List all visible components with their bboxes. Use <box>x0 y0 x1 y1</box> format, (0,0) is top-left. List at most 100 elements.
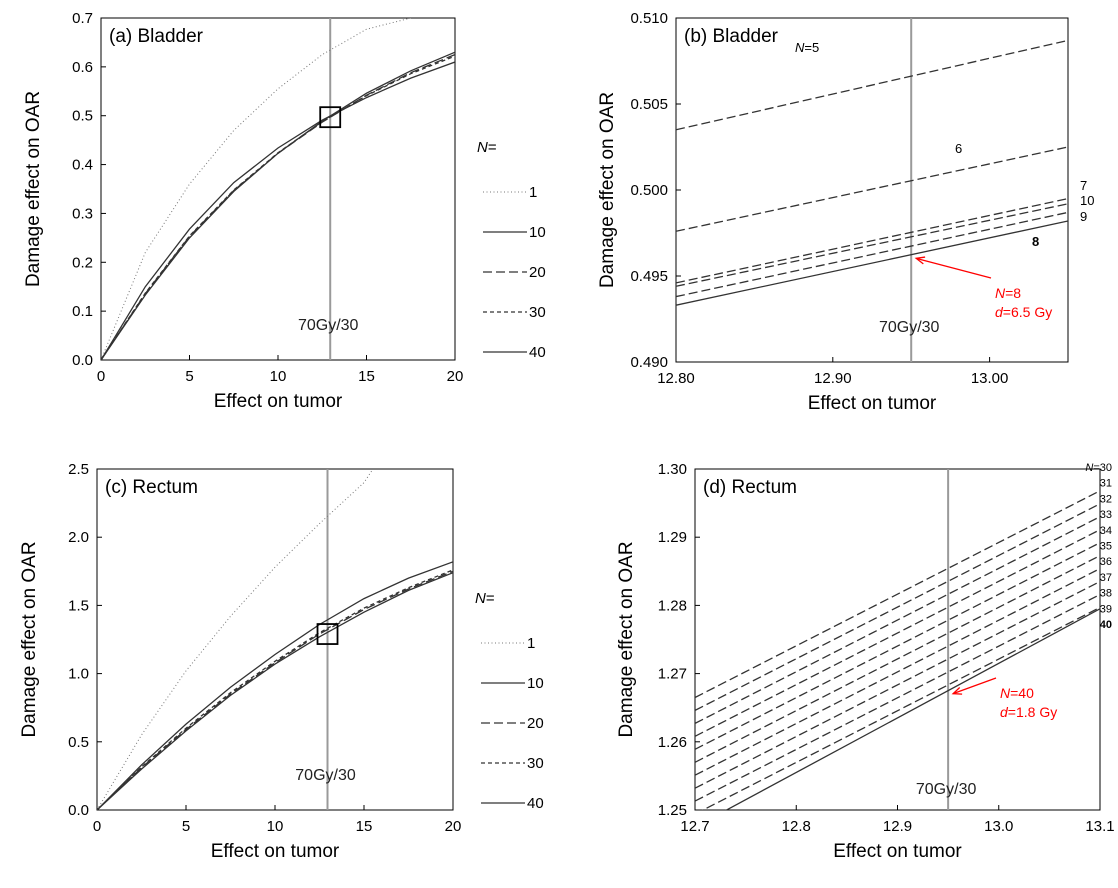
panel-title-c: (c) Rectum <box>105 477 198 498</box>
x-tick-label-d: 12.7 <box>680 818 709 835</box>
highlight-box-a <box>319 106 342 129</box>
series-label-d: 37 <box>1100 572 1112 584</box>
legend-title-a: N= <box>477 139 497 156</box>
series-line-c-0 <box>97 469 374 810</box>
series-label-d: 38 <box>1100 588 1112 600</box>
y-tick-label-b: 0.510 <box>630 10 668 27</box>
x-tick-label-d: 12.8 <box>782 818 811 835</box>
x-tick-label-a: 15 <box>358 368 375 385</box>
series-line-d-2 <box>695 516 1100 724</box>
panel-title-b: (b) Bladder <box>684 26 779 47</box>
x-axis-label-a: Effect on tumor <box>214 391 343 412</box>
series-line-d-9 <box>701 606 1100 810</box>
y-tick-label-c: 2.5 <box>68 461 89 478</box>
series-line-d-6 <box>695 568 1100 776</box>
y-axis-label-a: Damage effect on OAR <box>23 91 44 287</box>
y-tick-label-c: 2.0 <box>68 529 89 546</box>
annotation-arrowhead-d <box>951 687 963 695</box>
y-tick-label-c: 1.0 <box>68 666 89 683</box>
annotation-text-d: d=1.8 Gy <box>1000 704 1057 720</box>
legend-title-c: N= <box>475 590 495 607</box>
series-line-d-4 <box>695 542 1100 750</box>
x-tick-label-a: 0 <box>97 368 105 385</box>
x-tick-label-c: 20 <box>445 818 462 835</box>
highlight-box-c <box>316 623 339 645</box>
series-label-d: N=30 <box>1085 462 1112 474</box>
series-line-d-0 <box>695 490 1100 699</box>
series-label-d: 40 <box>1100 619 1112 631</box>
series-line-a-1 <box>101 61 455 360</box>
legend-label-c: 10 <box>527 675 544 692</box>
series-line-b-1 <box>676 146 1068 232</box>
series-line-a-4 <box>101 51 455 360</box>
series-label-d: 33 <box>1100 509 1112 521</box>
series-line-d-5 <box>695 555 1100 763</box>
x-tick-label-d: 12.9 <box>883 818 912 835</box>
y-tick-label-a: 0.3 <box>72 205 93 222</box>
y-tick-label-a: 0.0 <box>72 352 93 369</box>
x-tick-label-b: 12.90 <box>814 370 852 387</box>
annotation-arrow-b <box>916 257 992 279</box>
y-tick-label-b: 0.500 <box>630 182 668 199</box>
series-label-b: N=5 <box>795 40 819 55</box>
plot-frame-d <box>694 468 1101 811</box>
series-line-b-2 <box>676 197 1068 284</box>
x-tick-label-b: 12.80 <box>657 370 695 387</box>
y-tick-label-a: 0.4 <box>72 157 93 174</box>
x-tick-label-a: 20 <box>447 368 464 385</box>
series-label-b: 7 <box>1080 178 1087 193</box>
series-line-b-5 <box>676 220 1068 306</box>
series-line-c-1 <box>97 561 453 810</box>
x-tick-label-a: 5 <box>185 368 193 385</box>
y-tick-label-d: 1.27 <box>658 666 687 683</box>
y-tick-label-a: 0.2 <box>72 254 93 271</box>
y-tick-label-d: 1.29 <box>658 529 687 546</box>
y-tick-label-b: 0.495 <box>630 268 668 285</box>
legend-label-a: 20 <box>529 264 546 281</box>
reference-line-label-b: 70Gy/30 <box>879 319 940 336</box>
x-axis-label-c: Effect on tumor <box>211 841 340 862</box>
x-tick-label-c: 15 <box>356 818 373 835</box>
series-line-d-10 <box>725 608 1100 810</box>
panel-title-a: (a) Bladder <box>109 26 204 47</box>
legend-label-a: 1 <box>529 184 537 201</box>
y-tick-label-a: 0.5 <box>72 108 93 125</box>
series-label-d: 39 <box>1100 603 1112 615</box>
reference-line-label-d: 70Gy/30 <box>916 781 977 798</box>
y-tick-label-a: 0.1 <box>72 303 93 320</box>
series-label-d: 31 <box>1100 478 1112 490</box>
x-tick-label-b: 13.00 <box>971 370 1009 387</box>
series-line-b-4 <box>676 211 1068 298</box>
y-tick-label-d: 1.26 <box>658 734 687 751</box>
legend-label-c: 20 <box>527 715 544 732</box>
x-axis-label-b: Effect on tumor <box>808 393 937 414</box>
series-line-a-0 <box>101 18 411 360</box>
x-tick-label-c: 5 <box>182 818 190 835</box>
y-tick-label-c: 0.5 <box>68 734 89 751</box>
legend-label-c: 30 <box>527 755 544 772</box>
reference-line-label-c: 70Gy/30 <box>295 767 356 784</box>
y-axis-label-d: Damage effect on OAR <box>616 541 637 737</box>
y-tick-label-d: 1.25 <box>658 802 687 819</box>
series-label-b: 8 <box>1032 234 1039 249</box>
annotation-arrowhead-b <box>914 256 926 265</box>
y-axis-label-b: Damage effect on OAR <box>597 92 618 288</box>
y-tick-label-c: 1.5 <box>68 597 89 614</box>
x-tick-label-a: 10 <box>270 368 287 385</box>
series-line-a-3 <box>101 55 455 360</box>
series-line-d-7 <box>695 580 1100 789</box>
x-tick-label-d: 13.0 <box>984 818 1013 835</box>
series-line-a-2 <box>101 53 455 360</box>
series-label-b: 6 <box>955 141 962 156</box>
plot-frame-a <box>100 17 456 361</box>
series-label-d: 34 <box>1100 525 1112 537</box>
series-line-d-1 <box>695 503 1100 711</box>
series-label-d: 35 <box>1100 541 1112 553</box>
panel-title-d: (d) Rectum <box>703 477 797 498</box>
series-label-b: 10 <box>1080 193 1094 208</box>
legend-label-c: 40 <box>527 795 544 812</box>
series-line-b-0 <box>676 39 1068 131</box>
legend-label-a: 10 <box>529 224 546 241</box>
y-tick-label-b: 0.490 <box>630 354 668 371</box>
